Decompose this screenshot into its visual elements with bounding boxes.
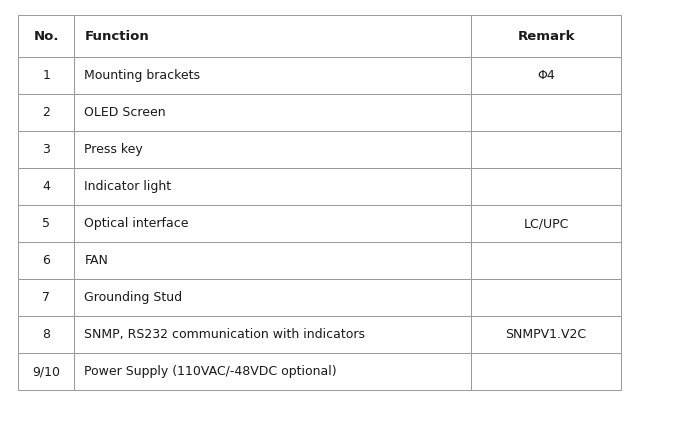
Text: FAN: FAN [85, 254, 108, 267]
Bar [74, 168, 471, 205]
Bar [471, 205, 621, 242]
Bar [18, 353, 74, 390]
Bar [18, 131, 74, 168]
Bar [74, 353, 471, 390]
Text: 4: 4 [42, 180, 50, 193]
Bar [471, 168, 621, 205]
Bar [471, 57, 621, 94]
Text: SNMPV1.V2C: SNMPV1.V2C [505, 328, 587, 341]
Bar [74, 279, 471, 316]
Bar [18, 316, 74, 353]
Bar [74, 131, 471, 168]
Bar [18, 242, 74, 279]
Text: 7: 7 [42, 291, 50, 304]
Text: Grounding Stud: Grounding Stud [85, 291, 183, 304]
Text: SNMP, RS232 communication with indicators: SNMP, RS232 communication with indicator… [85, 328, 366, 341]
Text: Φ4: Φ4 [537, 69, 555, 82]
Bar [74, 15, 471, 57]
Bar [471, 316, 621, 353]
Bar [74, 205, 471, 242]
Bar [18, 168, 74, 205]
Text: Press key: Press key [85, 143, 143, 156]
Bar [74, 316, 471, 353]
Bar [471, 131, 621, 168]
Bar [471, 353, 621, 390]
Text: 9/10: 9/10 [32, 365, 60, 378]
Bar [74, 94, 471, 131]
Bar [18, 15, 74, 57]
Bar [74, 57, 471, 94]
Bar [471, 94, 621, 131]
Text: Power Supply (110VAC/-48VDC optional): Power Supply (110VAC/-48VDC optional) [85, 365, 337, 378]
Text: Indicator light: Indicator light [85, 180, 172, 193]
Text: Function: Function [85, 29, 149, 43]
Text: Optical interface: Optical interface [85, 217, 189, 230]
Text: 6: 6 [42, 254, 50, 267]
Bar [74, 242, 471, 279]
Text: OLED Screen: OLED Screen [85, 106, 166, 119]
Text: No.: No. [33, 29, 59, 43]
Text: 5: 5 [42, 217, 50, 230]
Text: 8: 8 [42, 328, 50, 341]
Text: Remark: Remark [517, 29, 575, 43]
Bar [18, 94, 74, 131]
Bar [471, 15, 621, 57]
Bar [471, 279, 621, 316]
Bar [18, 57, 74, 94]
Bar [18, 205, 74, 242]
Bar [18, 279, 74, 316]
Text: Mounting brackets: Mounting brackets [85, 69, 201, 82]
Text: 1: 1 [42, 69, 50, 82]
Bar [471, 242, 621, 279]
Text: 3: 3 [42, 143, 50, 156]
Text: LC/UPC: LC/UPC [523, 217, 569, 230]
Text: 2: 2 [42, 106, 50, 119]
